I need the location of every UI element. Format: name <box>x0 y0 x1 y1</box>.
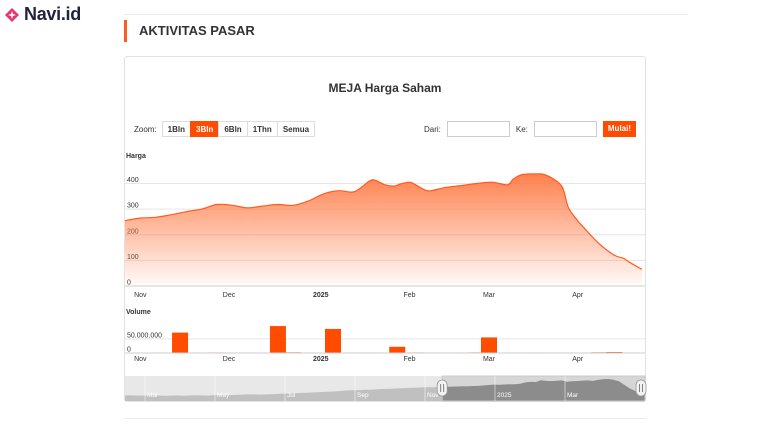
navigator-area <box>125 379 645 401</box>
volume-x-tick-label: Dec <box>223 356 236 363</box>
price-x-tick-label: 2025 <box>313 292 329 299</box>
zoom-semua-button[interactable]: Semua <box>276 121 316 137</box>
navigator-left-handle[interactable] <box>436 379 448 397</box>
price-x-tick-label: Nov <box>134 292 147 299</box>
start-button[interactable]: Mulai! <box>602 121 636 137</box>
price-x-tick-label: Feb <box>403 292 415 299</box>
volume-x-tick-label: Mar <box>483 356 496 363</box>
volume-bar[interactable] <box>269 326 286 353</box>
from-date-input[interactable] <box>446 121 510 137</box>
chart-card: Harga0100200300400NovDec2025FebMarAprVol… <box>124 56 647 403</box>
navigator-tick-label: May <box>217 392 230 399</box>
section-title: AKTIVITAS PASAR <box>124 20 255 42</box>
volume-x-tick-label: 2025 <box>313 356 329 363</box>
price-x-tick-label: Apr <box>572 292 584 299</box>
top-divider <box>124 14 688 15</box>
price-y-tick-label: 300 <box>127 203 139 210</box>
volume-x-tick-label: Apr <box>572 356 584 363</box>
volume-bar[interactable] <box>389 346 406 353</box>
navigator-tick-label: Mar <box>567 392 579 399</box>
volume-x-tick-label: Feb <box>403 356 415 363</box>
navigator-tick-label: Sep <box>357 392 369 399</box>
volume-bar[interactable] <box>325 328 341 353</box>
bottom-divider <box>124 418 646 419</box>
date-range: Dari: Ke: Mulai! <box>418 121 636 137</box>
price-y-tick-label: 400 <box>127 177 139 184</box>
chart-title: MEJA Harga Saham <box>328 81 442 95</box>
zoom-1thn-button[interactable]: 1Thn <box>246 121 278 137</box>
zoom-label: Zoom: <box>134 124 157 134</box>
price-line[interactable] <box>125 173 643 270</box>
price-area <box>125 173 642 286</box>
zoom-3bln-button[interactable]: 3Bln <box>190 121 220 137</box>
zoom-1bln-button[interactable]: 1Bln <box>161 121 192 137</box>
navigator-right-handle[interactable] <box>635 379 647 397</box>
volume-x-tick-label: Nov <box>134 356 147 363</box>
from-label: Dari: <box>423 124 441 134</box>
volume-bar[interactable] <box>172 332 189 353</box>
navigator-tick-label: Mar <box>147 392 159 399</box>
navi-logo[interactable]: Navi.id <box>4 4 81 25</box>
volume-bar[interactable] <box>481 337 497 353</box>
navigator-tick-label: Nov <box>427 392 439 399</box>
navigator-mask <box>125 376 443 401</box>
stock-chart[interactable]: Harga0100200300400NovDec2025FebMarAprVol… <box>125 57 647 403</box>
brand-name: Navi.id <box>24 4 81 24</box>
to-label: Ke: <box>515 124 528 134</box>
price-x-tick-label: Mar <box>483 292 496 299</box>
zoom-controls: Zoom: 1Bln 3Bln 6Bln 1Thn Semua <box>134 121 316 137</box>
price-panel-label: Harga <box>126 153 146 160</box>
zoom-6bln-button[interactable]: 6Bln <box>218 121 248 137</box>
navigator-tick-label: Jul <box>287 392 296 399</box>
price-x-tick-label: Dec <box>223 292 236 299</box>
volume-y-tick-label: 0 <box>127 347 131 354</box>
to-date-input[interactable] <box>533 121 597 137</box>
navigator-tick-label: 2025 <box>497 392 512 399</box>
diamond-sparkle-icon <box>5 7 19 22</box>
volume-y-tick-label: 50.000.000 <box>127 332 162 339</box>
volume-panel-label: Volume <box>126 309 151 316</box>
